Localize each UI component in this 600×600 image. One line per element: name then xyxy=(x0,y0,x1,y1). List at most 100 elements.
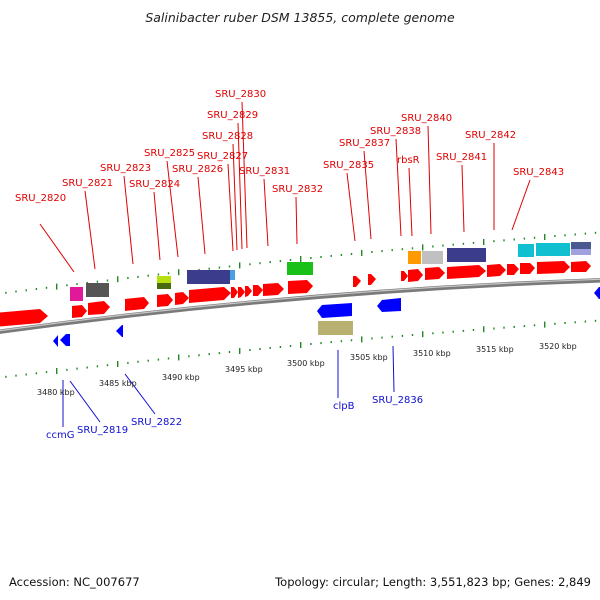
gene-label-SRU_2830[interactable]: SRU_2830 xyxy=(215,89,266,100)
reverse-gene-arrow[interactable] xyxy=(53,335,58,347)
forward-gene-arrow[interactable] xyxy=(175,292,189,305)
genome-backbone xyxy=(0,278,600,334)
forward-gene-arrow[interactable] xyxy=(408,269,423,282)
gene-label-ccmG[interactable]: ccmG xyxy=(46,430,75,441)
forward-gene-arrow[interactable] xyxy=(571,261,591,272)
forward-gene-arrow[interactable] xyxy=(401,271,408,281)
scale-labels: 3480 kbp 3485 kbp 3490 kbp 3495 kbp 3500… xyxy=(37,342,577,397)
reverse-gene-arrow[interactable] xyxy=(317,303,352,318)
reverse-gene-arrow[interactable] xyxy=(116,325,123,337)
reverse-gene-arrow[interactable] xyxy=(594,287,600,299)
forward-gene-arrow[interactable] xyxy=(537,261,570,274)
forward-gene-arrow[interactable] xyxy=(88,301,110,315)
forward-gene-arrow[interactable] xyxy=(487,264,506,277)
leader-line-forward xyxy=(346,172,356,242)
scale-label: 3520 kbp xyxy=(539,342,577,351)
cog-box[interactable] xyxy=(408,251,421,264)
scale-tick xyxy=(432,332,434,335)
forward-gene-arrow[interactable] xyxy=(72,305,87,318)
gene-label-SRU_2820[interactable]: SRU_2820 xyxy=(15,193,66,204)
cog-box[interactable] xyxy=(157,276,171,284)
reverse-gene-arrow[interactable] xyxy=(60,334,70,346)
gene-label-clpB[interactable]: clpB xyxy=(333,401,355,412)
gene-label-SRU_2838[interactable]: SRU_2838 xyxy=(370,126,421,137)
leader-line-reverse xyxy=(124,373,156,415)
gene-label-SRU_2826[interactable]: SRU_2826 xyxy=(172,164,223,175)
leader-line-forward xyxy=(227,163,234,252)
cog-box[interactable] xyxy=(86,283,109,297)
forward-gene-arrow[interactable] xyxy=(520,263,535,274)
gene-label-SRU_2842[interactable]: SRU_2842 xyxy=(465,130,516,141)
scale-tick xyxy=(137,360,139,363)
leader-line-forward xyxy=(461,164,465,233)
gene-label-SRU_2831[interactable]: SRU_2831 xyxy=(239,166,290,177)
scale-tick xyxy=(5,375,7,378)
cog-box[interactable] xyxy=(571,242,591,249)
leader-line-forward xyxy=(363,150,372,240)
scale-tick xyxy=(594,231,597,234)
reverse-gene-arrow[interactable] xyxy=(377,298,401,312)
gene-label-SRU_2825[interactable]: SRU_2825 xyxy=(144,148,195,159)
cog-box[interactable] xyxy=(571,249,591,255)
scale-tick xyxy=(381,336,383,339)
gene-label-SRU_2828[interactable]: SRU_2828 xyxy=(202,131,253,142)
gene-label-SRU_2843[interactable]: SRU_2843 xyxy=(513,167,564,178)
forward-gene-arrow[interactable] xyxy=(425,267,445,280)
forward-gene-arrow[interactable] xyxy=(507,264,519,275)
scale-tick xyxy=(167,357,170,360)
gene-label-SRU_2819[interactable]: SRU_2819 xyxy=(77,425,128,436)
cog-box[interactable] xyxy=(187,270,230,284)
scale-tick xyxy=(117,276,119,283)
forward-gene-arrow[interactable] xyxy=(125,297,149,311)
forward-gene-arrow[interactable] xyxy=(0,309,48,327)
scale-tick xyxy=(56,368,58,374)
forward-gene-arrow[interactable] xyxy=(157,294,173,307)
forward-gene-arrow[interactable] xyxy=(253,285,263,296)
scale-tick xyxy=(584,320,587,323)
gene-label-SRU_2832[interactable]: SRU_2832 xyxy=(272,184,323,195)
cog-box[interactable] xyxy=(287,262,313,275)
scale-tick xyxy=(56,283,58,290)
gene-label-SRU_2824[interactable]: SRU_2824 xyxy=(129,179,180,190)
gene-label-SRU_2823[interactable]: SRU_2823 xyxy=(100,163,151,174)
scale-tick xyxy=(239,262,241,269)
scale-tick xyxy=(594,319,597,322)
forward-gene-arrow[interactable] xyxy=(238,287,245,298)
gene-label-SRU_2836[interactable]: SRU_2836 xyxy=(372,395,423,406)
cog-box[interactable] xyxy=(536,243,570,256)
gene-label-SRU_2841[interactable]: SRU_2841 xyxy=(436,152,487,163)
forward-gene-arrow[interactable] xyxy=(231,287,238,298)
scale-tick xyxy=(45,286,48,289)
gene-label-SRU_2829[interactable]: SRU_2829 xyxy=(207,110,258,121)
cog-box[interactable] xyxy=(447,248,486,262)
gene-label-SRU_2822[interactable]: SRU_2822 xyxy=(131,417,182,428)
scale-tick xyxy=(574,321,576,324)
forward-gene-arrow[interactable] xyxy=(189,287,231,303)
forward-gene-arrow[interactable] xyxy=(288,280,313,294)
gene-label-SRU_2821[interactable]: SRU_2821 xyxy=(62,178,113,189)
forward-gene-arrow[interactable] xyxy=(353,276,361,287)
gene-label-SRU_2835[interactable]: SRU_2835 xyxy=(323,160,374,171)
scale-tick xyxy=(279,260,282,263)
cog-box[interactable] xyxy=(230,270,235,280)
scale-tick xyxy=(310,343,312,345)
gene-label-rbsR[interactable]: rbsR xyxy=(397,155,420,166)
cog-box[interactable] xyxy=(157,283,171,289)
gene-label-SRU_2840[interactable]: SRU_2840 xyxy=(401,113,452,124)
scale-tick xyxy=(188,355,190,358)
forward-gene-arrow[interactable] xyxy=(263,283,284,296)
scale-tick xyxy=(66,368,68,371)
scale-tick xyxy=(361,336,363,343)
cog-box[interactable] xyxy=(318,321,353,335)
forward-gene-arrow[interactable] xyxy=(368,274,376,285)
scale-tick xyxy=(178,269,180,276)
gene-label-SRU_2837[interactable]: SRU_2837 xyxy=(339,138,390,149)
gene-label-SRU_2827[interactable]: SRU_2827 xyxy=(197,151,248,162)
cog-box[interactable] xyxy=(70,287,83,301)
forward-gene-arrow[interactable] xyxy=(245,286,252,297)
cog-box[interactable] xyxy=(518,244,534,257)
scale-tick xyxy=(300,342,302,348)
forward-gene-arrow[interactable] xyxy=(447,265,486,279)
leader-line-forward xyxy=(84,190,96,270)
cog-box[interactable] xyxy=(422,251,443,264)
